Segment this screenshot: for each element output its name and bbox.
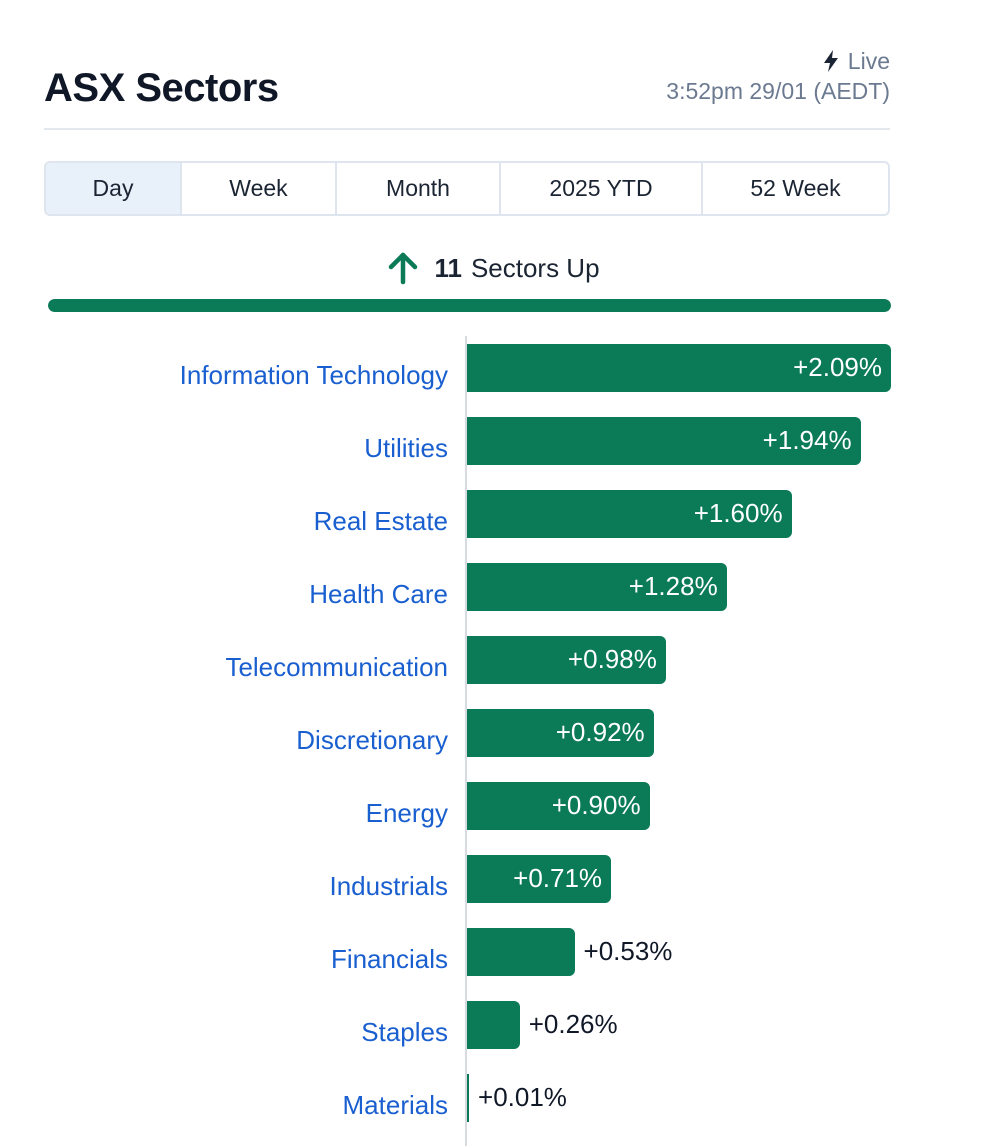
sector-value-energy: +0.90%: [551, 790, 641, 820]
page-title: ASX Sectors: [44, 66, 279, 110]
live-status: Live 3:52pm 29/01 (AEDT): [666, 46, 890, 106]
sector-row-financials: Financials +0.53%: [0, 928, 986, 1001]
sector-row-energy: Energy +0.90%: [0, 782, 986, 855]
sector-row-discretionary: Discretionary +0.92%: [0, 709, 986, 782]
sector-value-financials: +0.53%: [583, 936, 673, 966]
sector-bar-energy: [467, 782, 650, 830]
sector-bar-materials: [467, 1074, 470, 1122]
sector-link-industrials[interactable]: Industrials: [329, 871, 449, 901]
sector-link-information-technology[interactable]: Information Technology: [179, 360, 448, 390]
sectors-up-progress-fill: [48, 299, 891, 312]
sector-bar-utilities: [467, 417, 861, 465]
sector-value-staples: +0.26%: [528, 1009, 618, 1039]
tab-week[interactable]: Week: [182, 163, 337, 214]
live-label: Live: [847, 48, 890, 74]
sector-value-industrials: +0.71%: [513, 863, 603, 893]
tab-day[interactable]: Day: [46, 163, 182, 214]
sector-value-information-technology: +2.09%: [793, 352, 882, 382]
sector-link-telecommunication[interactable]: Telecommunication: [225, 652, 448, 682]
sector-bar-telecommunication: [467, 636, 666, 684]
sector-row-information-technology: Information Technology +2.09%: [0, 344, 986, 417]
arrow-up-icon: [389, 252, 418, 285]
sector-link-staples[interactable]: Staples: [361, 1017, 448, 1047]
sector-bar-industrials: [467, 855, 612, 903]
timestamp: 3:52pm 29/01 (AEDT): [666, 78, 890, 104]
sector-bar-discretionary: [467, 709, 654, 757]
sector-link-discretionary[interactable]: Discretionary: [296, 725, 448, 755]
sector-value-discretionary: +0.92%: [555, 717, 645, 747]
sectors-up-label: Sectors Up: [470, 252, 600, 283]
sectors-up-summary: 11 Sectors Up: [0, 246, 986, 290]
sector-bar-real-estate: [467, 490, 792, 538]
sectors-up-progress: [48, 299, 891, 312]
sector-row-staples: Staples +0.26%: [0, 1001, 986, 1074]
sector-row-materials: Materials +0.01%: [0, 1074, 986, 1147]
sector-row-utilities: Utilities +1.94%: [0, 417, 986, 490]
sector-value-real-estate: +1.60%: [693, 498, 783, 528]
sector-row-telecommunication: Telecommunication +0.98%: [0, 636, 986, 709]
sector-link-energy[interactable]: Energy: [365, 798, 448, 828]
sector-row-health-care: Health Care +1.28%: [0, 563, 986, 636]
sector-link-materials[interactable]: Materials: [342, 1090, 448, 1120]
tab-month[interactable]: Month: [337, 163, 501, 214]
header: ASX Sectors Live 3:52pm 29/01 (AEDT): [44, 40, 890, 130]
sector-value-health-care: +1.28%: [628, 571, 718, 601]
sector-value-telecommunication: +0.98%: [567, 644, 657, 674]
live-indicator: Live: [666, 46, 890, 76]
sector-value-materials: +0.01%: [478, 1082, 567, 1112]
sector-row-industrials: Industrials +0.71%: [0, 855, 986, 928]
lightning-bolt-icon: [823, 50, 838, 72]
sector-row-real-estate: Real Estate +1.60%: [0, 490, 986, 563]
sector-bar-health-care: [467, 563, 727, 611]
sector-link-financials[interactable]: Financials: [330, 944, 448, 974]
tab-52-week[interactable]: 52 Week: [750, 175, 841, 201]
tab-2025-ytd[interactable]: 2025 YTD: [501, 163, 703, 214]
sector-link-health-care[interactable]: Health Care: [309, 579, 448, 609]
sector-link-real-estate[interactable]: Real Estate: [313, 506, 448, 536]
sector-bar-staples: [467, 1001, 520, 1049]
sector-value-utilities: +1.94%: [762, 425, 852, 455]
sectors-up-count: 11: [434, 252, 462, 283]
sector-bar-financials: [467, 928, 575, 976]
sector-link-utilities[interactable]: Utilities: [364, 433, 448, 463]
sector-bar-information-technology: [467, 344, 891, 392]
period-tabs: Day Week Month 2025 YTD 52 Week: [44, 161, 890, 216]
chart-zero-axis: [465, 336, 467, 1146]
